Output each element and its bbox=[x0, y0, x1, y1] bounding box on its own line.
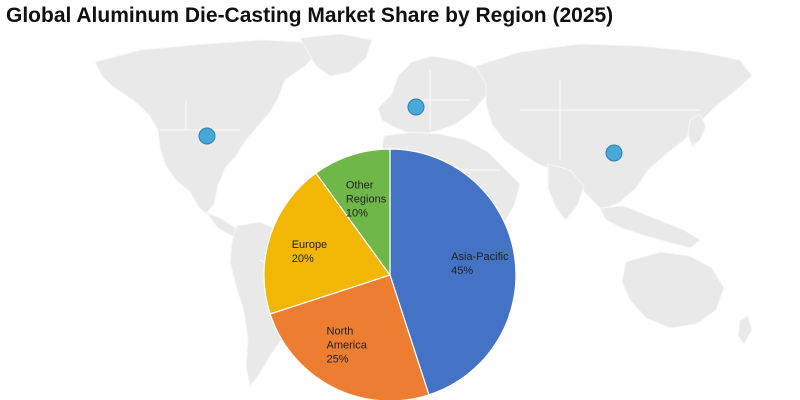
pie-chart: Asia-Pacific 45% North America 25% Europe 20% O… bbox=[263, 148, 517, 400]
pie-label-europe: Europe 20% bbox=[292, 239, 327, 265]
pie-label-asia-pacific: Asia-Pacific 45% bbox=[451, 251, 509, 277]
pie-slice-asia-pacific bbox=[389, 148, 517, 396]
map-new-zealand bbox=[737, 315, 753, 345]
map-markers bbox=[198, 98, 623, 162]
chart-title: Global Aluminum Die-Casting Market Share… bbox=[6, 4, 614, 27]
map-japan bbox=[687, 113, 707, 147]
pie-label-other-regions: Other Regions 10% bbox=[346, 180, 387, 220]
pie-label-north-america: North America 25% bbox=[327, 326, 368, 366]
map-southeast-asia bbox=[599, 205, 701, 249]
map-marker-north-america bbox=[198, 127, 216, 145]
map-india bbox=[547, 163, 585, 221]
map-europe bbox=[377, 55, 489, 135]
map-north-america bbox=[94, 39, 319, 215]
map-australia bbox=[621, 251, 725, 329]
pie-slice-other-regions bbox=[315, 148, 391, 277]
pie-slice-europe bbox=[263, 172, 391, 315]
map-greenland bbox=[299, 33, 373, 77]
map-marker-china bbox=[605, 144, 623, 162]
map-asia bbox=[475, 43, 753, 211]
map-marker-europe bbox=[407, 98, 425, 116]
